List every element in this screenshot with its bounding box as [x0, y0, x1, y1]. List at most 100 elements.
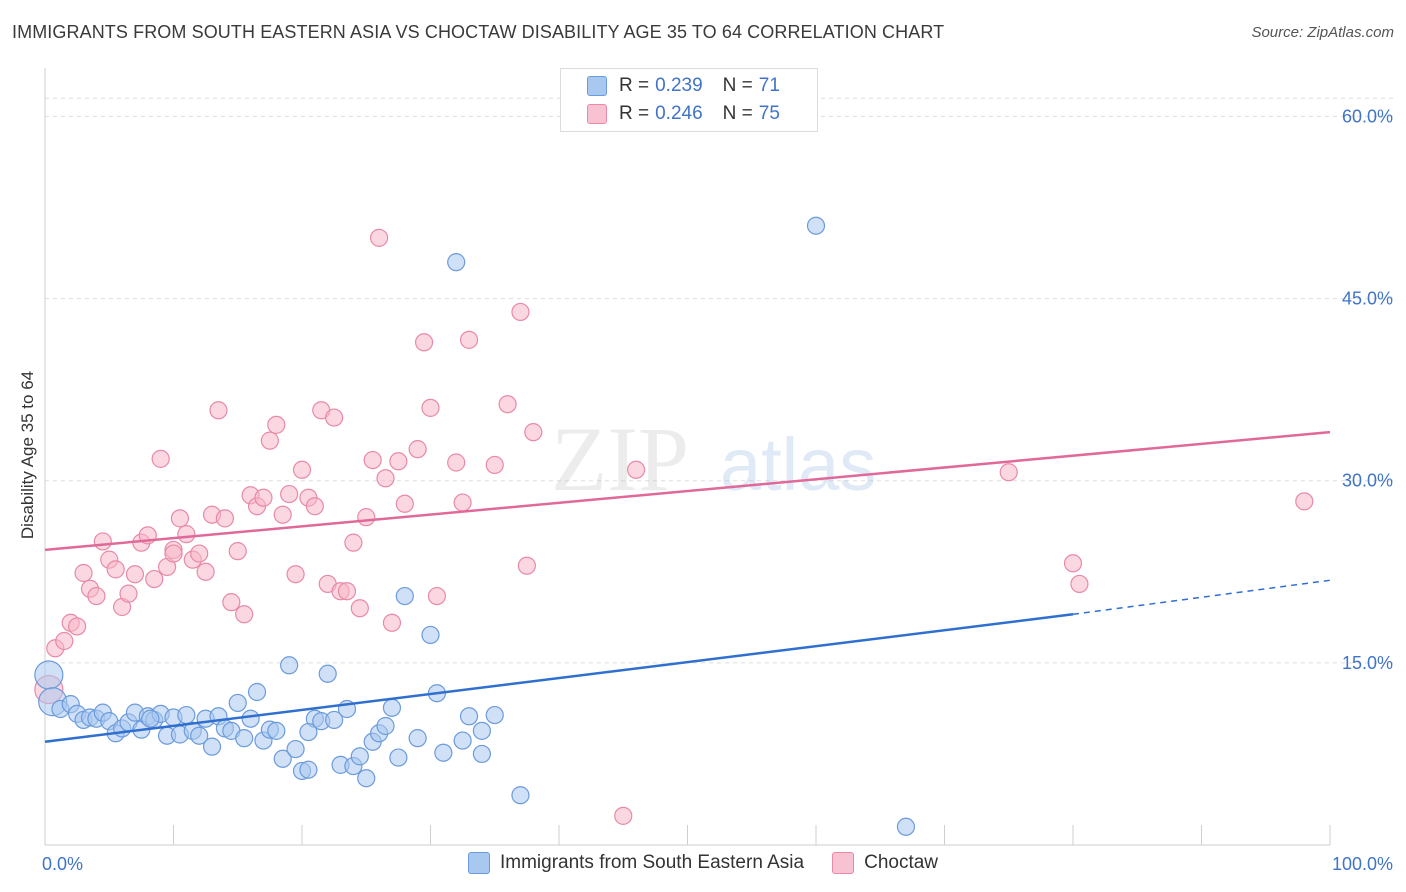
point-choctaw	[235, 605, 254, 624]
point-choctaw	[447, 453, 466, 472]
point-immigrants	[247, 682, 267, 702]
point-choctaw	[395, 494, 414, 513]
point-choctaw	[74, 563, 93, 583]
point-immigrants	[395, 586, 414, 606]
point-choctaw	[125, 565, 145, 584]
point-immigrants	[202, 737, 222, 756]
trend-lines	[44, 430, 1331, 744]
point-choctaw	[511, 302, 530, 322]
legend-swatch-pink	[587, 104, 607, 124]
series-immigrants	[34, 216, 916, 836]
y-tick-label: 60.0%	[1342, 106, 1393, 126]
point-choctaw	[517, 556, 536, 575]
point-choctaw	[382, 613, 402, 632]
point-immigrants	[267, 721, 286, 740]
point-choctaw	[485, 455, 504, 475]
point-choctaw	[177, 525, 196, 544]
point-immigrants	[190, 726, 209, 745]
point-immigrants	[241, 709, 260, 728]
point-choctaw	[196, 562, 215, 581]
legend-swatch-pink	[832, 852, 855, 874]
point-choctaw	[254, 488, 273, 507]
point-immigrants	[389, 748, 408, 767]
point-immigrants	[273, 749, 292, 768]
point-choctaw	[626, 460, 646, 479]
y-tick-label: 15.0%	[1342, 653, 1393, 673]
y-tick-label: 45.0%	[1342, 289, 1393, 309]
legend-n-label: N =	[722, 75, 753, 96]
point-choctaw	[222, 593, 241, 612]
legend-r-value: 0.239	[655, 75, 703, 96]
legend-row-immigrants: R = 0.239 N = 71	[587, 74, 780, 98]
point-choctaw	[350, 599, 369, 618]
point-immigrants	[421, 625, 440, 645]
legend-item-choctaw[interactable]: Choctaw	[832, 852, 938, 874]
point-immigrants	[177, 705, 196, 725]
point-choctaw	[376, 469, 395, 488]
point-choctaw	[209, 401, 228, 420]
point-choctaw	[453, 493, 472, 512]
point-choctaw	[459, 330, 479, 349]
y-axis-label: Disability Age 35 to 64	[18, 370, 37, 540]
point-choctaw	[292, 460, 312, 479]
point-choctaw	[280, 484, 299, 504]
point-immigrants	[434, 743, 453, 762]
trend-line-immigrants	[44, 613, 1074, 744]
point-choctaw	[370, 228, 389, 247]
series-legend: Immigrants from South Eastern Asia Choct…	[0, 852, 1406, 874]
point-choctaw	[228, 542, 247, 561]
point-choctaw	[414, 333, 434, 352]
point-immigrants	[453, 731, 472, 750]
point-immigrants	[280, 656, 299, 675]
point-choctaw	[55, 631, 74, 651]
point-choctaw	[170, 509, 190, 528]
point-choctaw	[164, 544, 183, 563]
legend-n-value: 71	[758, 75, 780, 96]
y-tick-label: 30.0%	[1342, 471, 1393, 491]
axes	[44, 68, 1331, 846]
point-immigrants	[896, 817, 916, 836]
point-immigrants	[472, 721, 491, 740]
source-label: Source: ZipAtlas.com	[1251, 24, 1394, 41]
point-immigrants	[325, 710, 344, 730]
point-choctaw	[260, 431, 279, 450]
trend-line-choctaw	[44, 430, 1331, 552]
point-immigrants	[447, 253, 466, 272]
point-immigrants	[459, 707, 479, 726]
point-choctaw	[273, 505, 292, 524]
point-choctaw	[614, 806, 633, 825]
point-choctaw	[305, 497, 324, 516]
point-immigrants	[408, 729, 427, 748]
legend-item-immigrants[interactable]: Immigrants from South Eastern Asia	[467, 852, 804, 874]
point-choctaw	[87, 586, 106, 606]
point-choctaw	[106, 560, 125, 579]
point-choctaw	[68, 617, 87, 636]
point-choctaw	[421, 398, 440, 417]
legend-swatch-blue	[467, 852, 490, 874]
chart-title: IMMIGRANTS FROM SOUTH EASTERN ASIA VS CH…	[12, 22, 945, 42]
tick-labels: 15.0% 30.0% 45.0% 60.0% 0.0% 100.0%	[42, 106, 1393, 874]
point-choctaw	[1070, 574, 1089, 594]
point-choctaw	[93, 532, 112, 551]
grid-lines	[45, 97, 1395, 664]
trend-line-immigrants-extension	[1072, 579, 1331, 616]
point-choctaw	[119, 584, 138, 603]
legend-swatch-blue	[587, 76, 607, 96]
point-choctaw	[145, 569, 164, 589]
series-choctaw	[34, 228, 1314, 825]
legend-label-choctaw: Choctaw	[864, 852, 939, 873]
point-choctaw	[1295, 492, 1314, 511]
legend-r-label: R =	[619, 75, 650, 96]
watermark-zip: ZIP	[551, 408, 689, 510]
legend-n-value: 75	[758, 103, 780, 124]
watermark: ZIP atlas	[551, 408, 876, 510]
point-choctaw	[427, 586, 447, 606]
point-immigrants	[485, 705, 504, 725]
point-choctaw	[389, 452, 408, 471]
point-choctaw	[1063, 554, 1083, 573]
x-tick-label: 0.0%	[42, 854, 83, 874]
point-choctaw	[498, 395, 517, 414]
point-immigrants	[318, 664, 337, 683]
watermark-atlas: atlas	[720, 423, 876, 506]
